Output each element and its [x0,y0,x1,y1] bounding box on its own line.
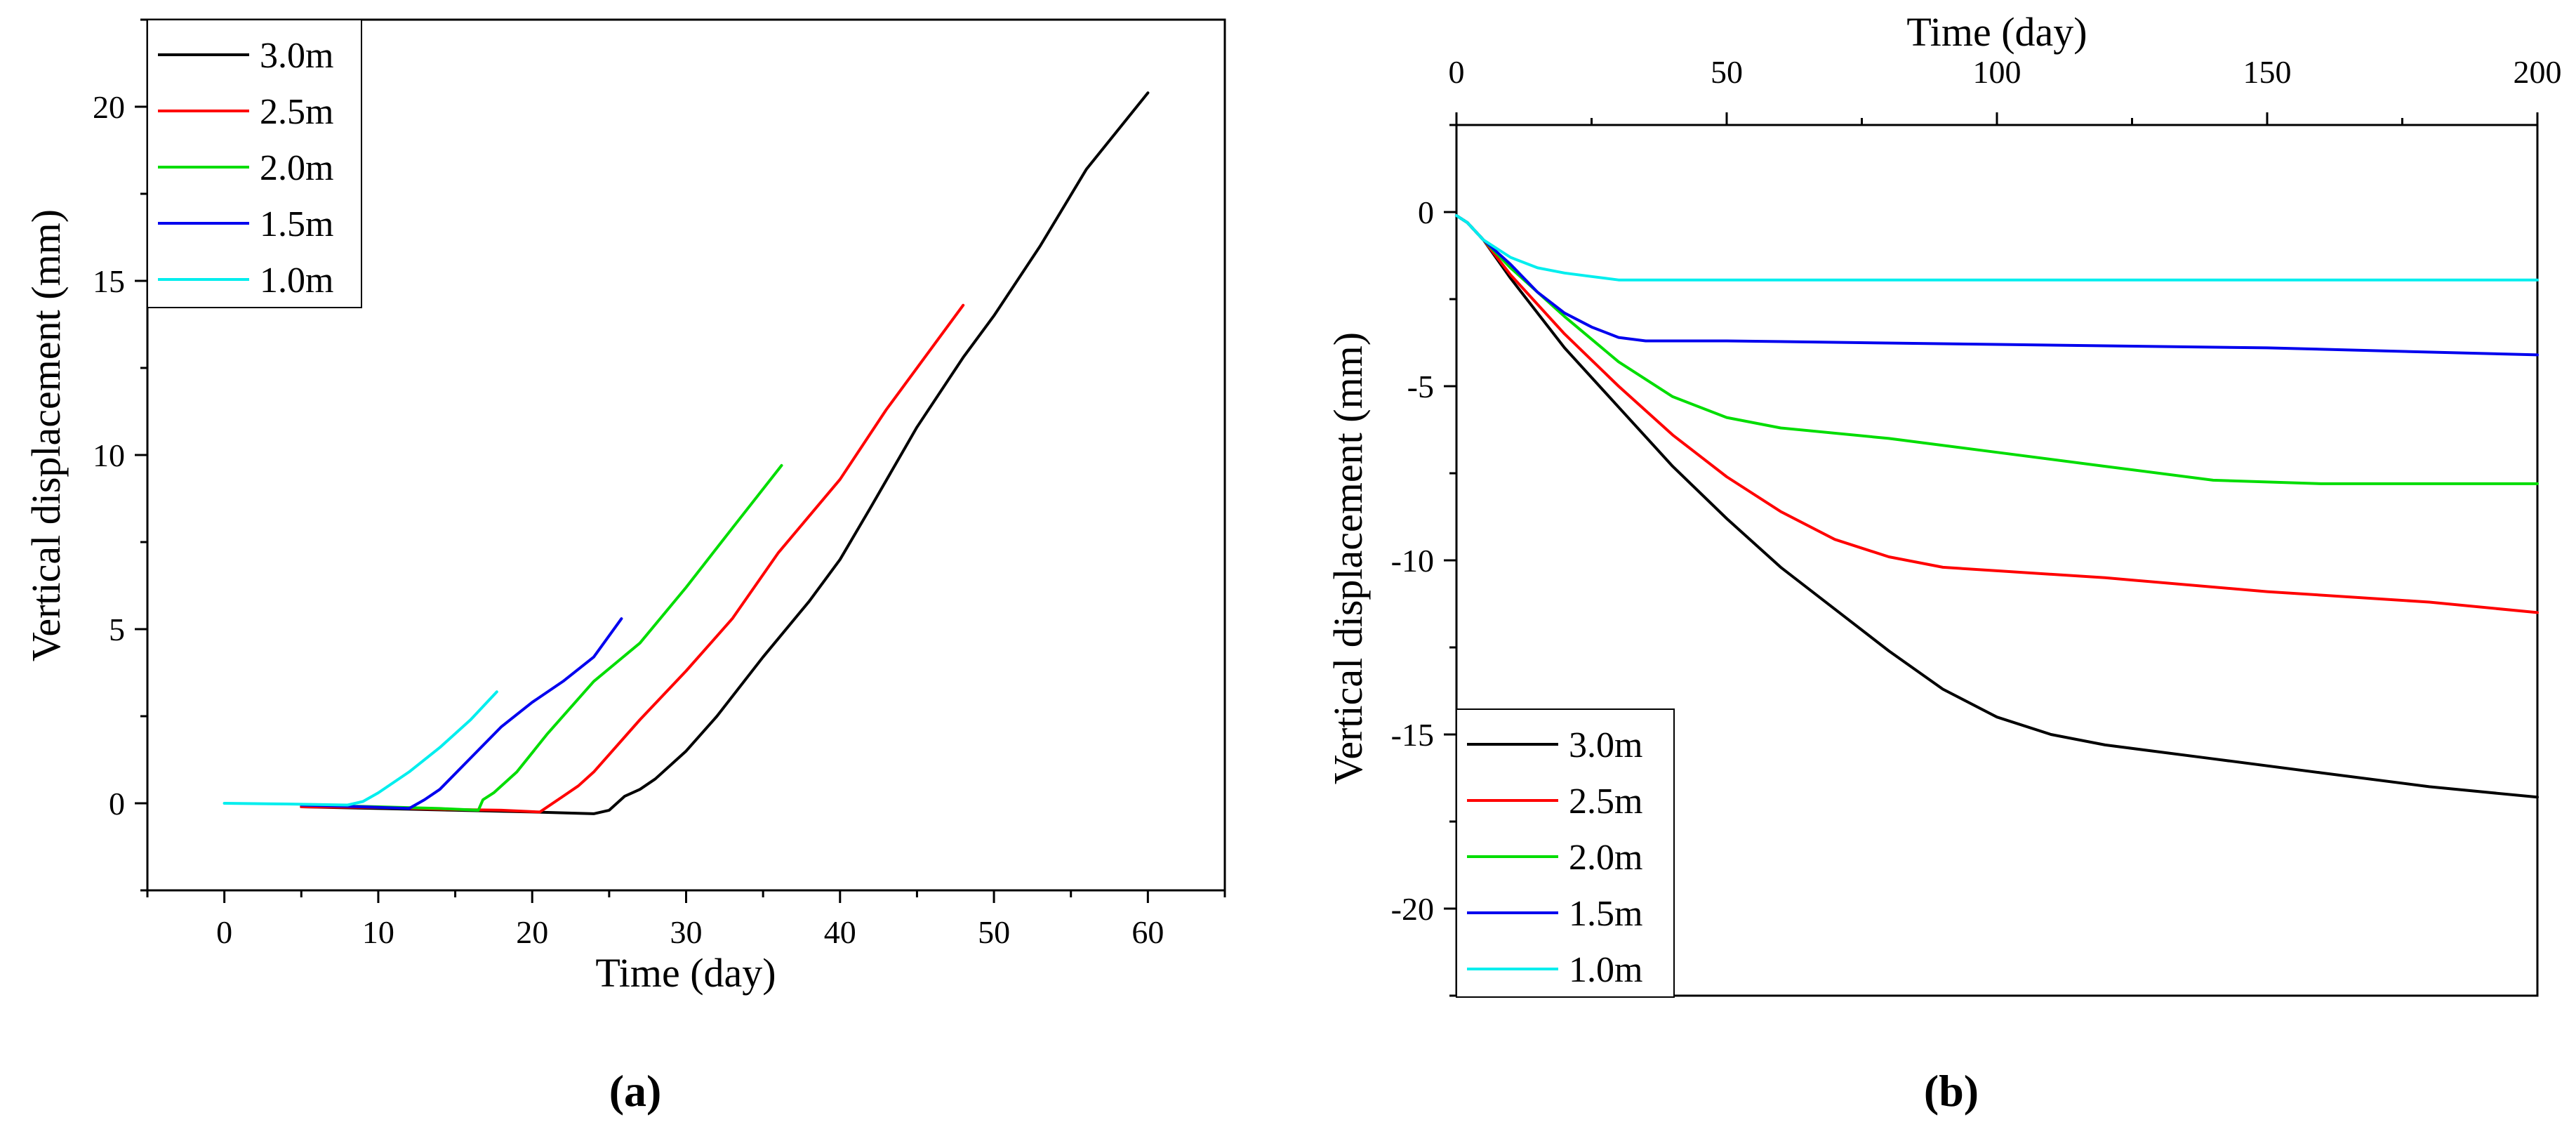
legend-label: 2.0m [1569,838,1642,878]
panel-a-legend: 3.0m 2.5m 2.0m 1.5m 1.0m [147,19,362,308]
y-tick-label: -5 [1407,369,1434,404]
legend-label: 2.5m [260,92,333,132]
series-line-3.0m [300,91,1150,815]
x-tick-label: 20 [516,914,548,950]
x-tick-label: 100 [1973,54,2021,90]
series-line-1.0m [1455,214,2539,282]
panel-a-x-axis-label: Time (day) [595,950,776,996]
panel-a-label: (a) [609,1066,662,1116]
x-tick-label: 40 [824,914,856,950]
y-tick-label: 0 [1418,195,1434,230]
legend-label: 3.0m [260,36,333,76]
legend-label: 1.0m [260,261,333,301]
series-line-1.5m [1455,214,2539,357]
x-tick-label: 10 [362,914,394,950]
x-tick-label: 0 [216,914,232,950]
legend-label: 1.5m [260,204,333,244]
legend-label: 3.0m [1569,725,1642,765]
series-line-2.5m [300,303,965,814]
x-tick-label: 150 [2243,54,2292,90]
legend-box [1456,708,1675,998]
panel-a-ticks [135,18,1226,903]
panel-b-series [1455,214,2539,799]
panel-a-series [223,91,1150,815]
y-tick-label: 0 [109,786,125,822]
series-line-3.0m [1455,214,2539,799]
legend-label: 2.5m [1569,782,1642,822]
y-tick-label: -15 [1391,717,1434,753]
series-line-2.0m [300,463,783,812]
panel-b-chart: 0 50 100 150 200 0 -5 -10 -15 -20 Time (day) Vert… [1325,9,2562,1116]
y-tick-label: 5 [109,612,125,647]
panel-b-ticks [1444,112,2539,997]
legend-box [147,19,362,308]
legend-label: 1.5m [1569,894,1642,934]
panel-b-label: (b) [1924,1066,1979,1116]
x-tick-label: 60 [1131,914,1164,950]
panel-b-tick-labels: 0 50 100 150 200 0 -5 -10 -15 -20 [1391,54,2562,927]
series-line-2.5m [1455,214,2539,614]
series-line-1.0m [223,690,498,807]
series-line-1.5m [300,617,623,810]
panel-a-tick-labels: 0 10 20 30 40 50 60 0 5 10 15 20 [93,89,1164,950]
panel-b-x-axis-label: Time (day) [1906,9,2087,55]
y-tick-label: -20 [1391,891,1434,927]
panel-b-y-axis-label: Vertical displacement (mm) [1325,332,1371,784]
y-tick-label: 10 [93,437,125,473]
legend-label: 1.0m [1569,950,1642,990]
x-tick-label: 30 [670,914,703,950]
x-tick-label: 0 [1449,54,1465,90]
y-tick-label: 15 [93,263,125,299]
panel-a-chart: 0 10 20 30 40 50 60 0 5 10 15 20 Time (day) Vertica… [23,18,1226,1116]
y-tick-label: 20 [93,89,125,125]
x-tick-label: 200 [2514,54,2562,90]
legend-label: 2.0m [260,148,333,188]
panel-a-y-axis-label: Vertical displacement (mm) [23,209,69,661]
x-tick-label: 50 [1711,54,1743,90]
x-tick-label: 50 [978,914,1010,950]
panel-b-legend: 3.0m 2.5m 2.0m 1.5m 1.0m [1456,708,1675,998]
y-tick-label: -10 [1391,543,1434,579]
